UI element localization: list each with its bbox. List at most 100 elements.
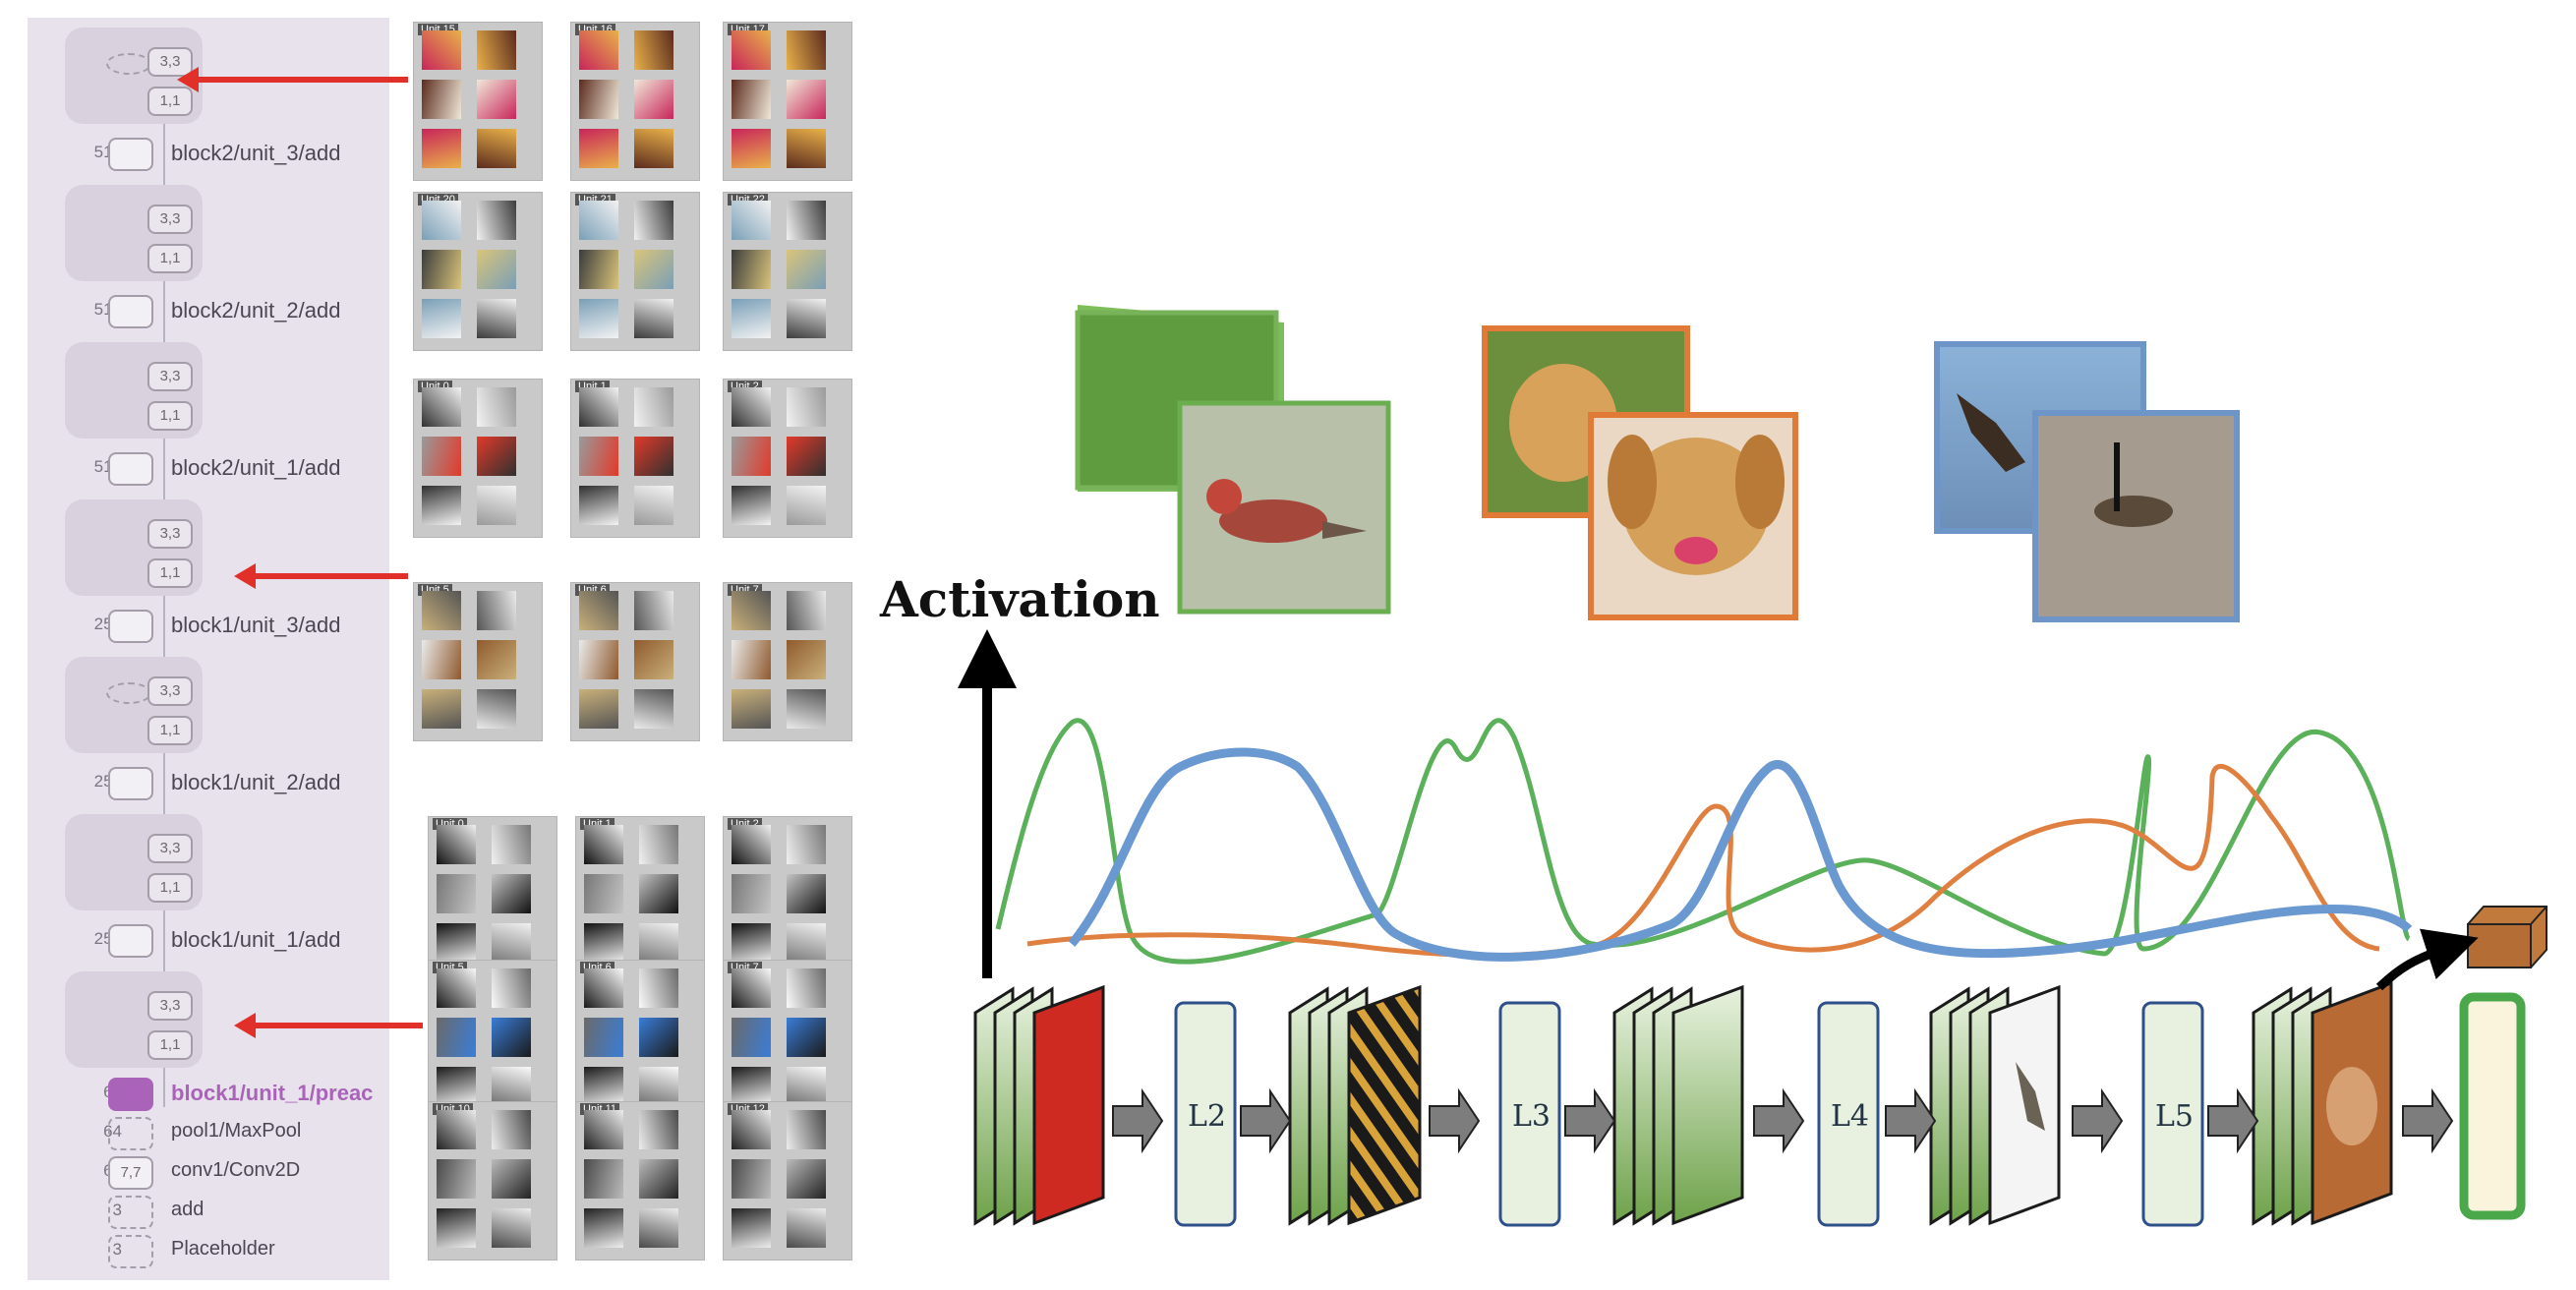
unit-activation-tile (492, 1110, 531, 1149)
unit-group[interactable]: 3,3 1,1 (65, 657, 203, 753)
unit-visualization-grid[interactable]: Unit 20 (413, 192, 543, 351)
graph-node[interactable]: 256 block1/unit_2/add (28, 763, 401, 802)
unit-visualization-grid[interactable]: Unit 21 (570, 192, 700, 351)
unit-visualization-grid[interactable]: Unit 16 (570, 22, 700, 181)
unit-visualization-grid[interactable]: Unit 17 (723, 22, 852, 181)
node-box[interactable] (108, 1235, 153, 1268)
layer-box-l5 (2141, 1001, 2204, 1227)
unit-visualization-grid[interactable]: Unit 2 (723, 816, 852, 975)
node-box[interactable] (108, 924, 153, 958)
graph-node[interactable]: 256 block1/unit_3/add (28, 606, 401, 645)
unit-activation-tile (437, 923, 476, 963)
graph-node[interactable]: 64 7,7 conv1/Conv2D (28, 1152, 401, 1192)
unit-activation-tile (422, 30, 461, 70)
unit-activation-tile (787, 825, 826, 864)
node-chip[interactable]: 7,7 (108, 1156, 153, 1190)
unit-visualization-grid[interactable]: Unit 6 (575, 960, 705, 1119)
unit-group[interactable]: 3,3 1,1 (65, 342, 203, 439)
unit-group[interactable]: 3,3 1,1 (65, 499, 203, 596)
node-box[interactable] (108, 452, 153, 486)
unit-activation-tile (437, 1208, 476, 1248)
unit-group[interactable]: 3,3 1,1 (65, 814, 203, 910)
unit-group[interactable]: 3,3 1,1 (65, 28, 203, 124)
unit-activation-tile (787, 387, 826, 427)
unit-activation-tile (579, 299, 618, 338)
unit-visualization-grid[interactable]: Unit 1 (570, 379, 700, 538)
unit-visualization-grid[interactable]: Unit 7 (723, 960, 852, 1119)
unit-activation-tile (732, 1018, 771, 1057)
unit-activation-tile (579, 80, 618, 119)
unit-visualization-grid[interactable]: Unit 11 (575, 1101, 705, 1261)
unit-activation-tile (639, 923, 678, 963)
unit-activation-tile (437, 825, 476, 864)
unit-activation-tile (477, 591, 516, 630)
unit-activation-tile (492, 1067, 531, 1106)
unit-activation-tile (732, 387, 771, 427)
unit-visualization-grid[interactable]: Unit 1 (575, 816, 705, 975)
unit-visualization-grid[interactable]: Unit 5 (413, 582, 543, 741)
graph-node[interactable]: 64 pool1/MaxPool (28, 1113, 401, 1152)
unit-activation-tile (634, 486, 673, 525)
node-label-selected: block1/unit_1/preac (171, 1081, 374, 1105)
kernel-chip: 3,3 (147, 205, 193, 234)
node-box-selected[interactable] (108, 1078, 153, 1111)
node-box[interactable] (108, 610, 153, 643)
unit-activation-tile (634, 129, 673, 168)
unit-activation-tile (437, 1110, 476, 1149)
graph-node[interactable]: 512 block2/unit_3/add (28, 134, 401, 173)
unit-activation-tile (787, 689, 826, 729)
unit-activation-tile (732, 923, 771, 963)
unit-activation-tile (579, 486, 618, 525)
graph-node-active[interactable]: 64 block1/unit_1/preac (28, 1074, 401, 1113)
red-arrow (234, 563, 408, 589)
node-box[interactable] (108, 1196, 153, 1229)
graph-node[interactable]: 3 add (28, 1192, 401, 1231)
unit-activation-tile (579, 201, 618, 240)
output-cube (2467, 906, 2547, 968)
kernel-chip: 1,1 (147, 401, 193, 431)
unit-activation-tile (477, 30, 516, 70)
graph-panel: 3,3 1,1 3,3 1,1 3,3 1,1 3,3 1,1 3,3 1,1 … (28, 18, 389, 1280)
kernel-chip: 1,1 (147, 716, 193, 745)
graph-node[interactable]: 256 block1/unit_1/add (28, 920, 401, 960)
layer-stack-1 (973, 984, 1105, 1226)
layer-label-l2: L2 (1188, 1099, 1227, 1134)
unit-group[interactable]: 3,3 1,1 (65, 185, 203, 281)
unit-visualization-grid[interactable]: Unit 0 (428, 816, 557, 975)
node-count: 3 (112, 1201, 122, 1219)
unit-activation-tile (634, 30, 673, 70)
blue-activation-curve (1068, 747, 2413, 962)
node-count: 64 (103, 1122, 122, 1141)
unit-visualization-grid[interactable]: Unit 22 (723, 192, 852, 351)
unit-activation-tile (477, 299, 516, 338)
unit-activation-tile (477, 689, 516, 729)
node-box[interactable] (108, 295, 153, 328)
unit-activation-tile (787, 1159, 826, 1199)
unit-visualization-grid[interactable]: Unit 0 (413, 379, 543, 538)
graph-node[interactable]: 3 Placeholder (28, 1231, 401, 1270)
unit-activation-tile (584, 1208, 623, 1248)
unit-activation-tile (422, 486, 461, 525)
layer-box-l3 (1498, 1001, 1561, 1227)
unit-visualization-grid[interactable]: Unit 10 (428, 1101, 557, 1261)
node-box[interactable] (108, 767, 153, 800)
node-box[interactable] (108, 138, 153, 171)
kernel-chip: 3,3 (147, 834, 193, 863)
unit-visualization-grid[interactable]: Unit 12 (723, 1101, 852, 1261)
unit-activation-tile (477, 486, 516, 525)
unit-group[interactable]: 3,3 1,1 (65, 971, 203, 1068)
kernel-chip: 3,3 (147, 676, 193, 706)
unit-activation-tile (787, 201, 826, 240)
stage-arrow (2207, 1087, 2259, 1154)
unit-visualization-grid[interactable]: Unit 2 (723, 379, 852, 538)
graph-node[interactable]: 512 block2/unit_2/add (28, 291, 401, 330)
unit-visualization-grid[interactable]: Unit 15 (413, 22, 543, 181)
unit-visualization-grid[interactable]: Unit 6 (570, 582, 700, 741)
unit-activation-tile (787, 923, 826, 963)
node-box[interactable] (108, 1117, 153, 1150)
kernel-chip: 1,1 (147, 558, 193, 588)
unit-visualization-grid[interactable]: Unit 7 (723, 582, 852, 741)
unit-visualization-grid[interactable]: Unit 5 (428, 960, 557, 1119)
graph-node[interactable]: 512 block2/unit_1/add (28, 448, 401, 488)
unit-activation-tile (422, 201, 461, 240)
